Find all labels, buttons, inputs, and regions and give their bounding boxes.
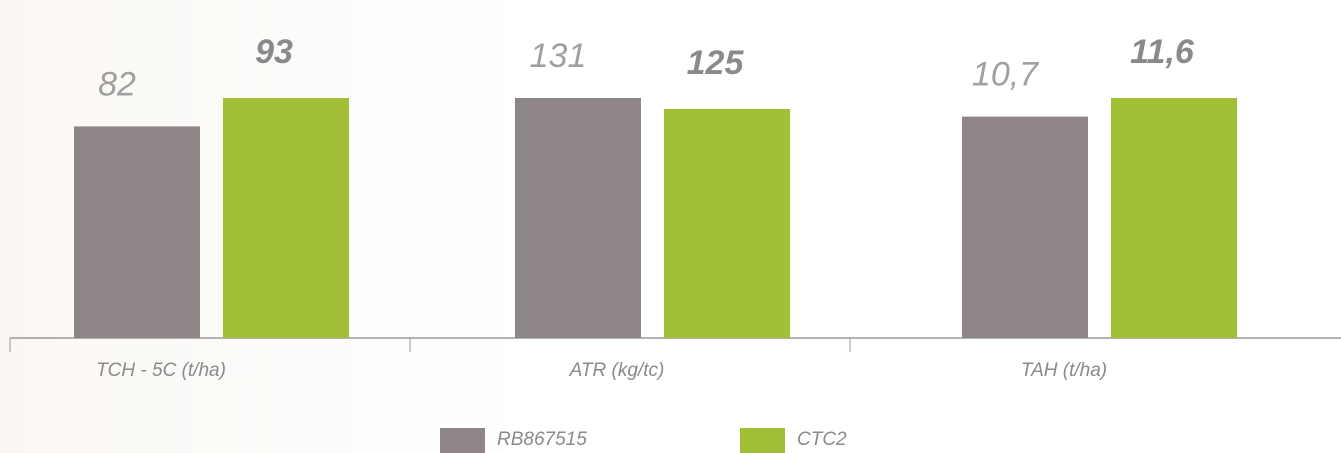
bar <box>515 98 641 338</box>
legend-label: CTC2 <box>797 429 847 450</box>
bar <box>664 108 790 338</box>
legend-swatch <box>440 428 485 453</box>
legend-swatch <box>740 428 785 453</box>
x-tick-label: TCH - 5C (t/ha) <box>96 360 226 381</box>
bar <box>1111 98 1237 338</box>
value-label: 131 <box>530 37 587 75</box>
legend-label: RB867515 <box>497 429 587 450</box>
value-label: 125 <box>687 44 745 82</box>
value-label: 10,7 <box>972 56 1039 94</box>
value-label: 82 <box>98 65 136 103</box>
bar <box>223 98 349 338</box>
bar <box>962 116 1088 338</box>
value-label: 11,6 <box>1130 33 1195 71</box>
x-tick-label: TAH (t/ha) <box>1021 360 1107 381</box>
value-label: 93 <box>255 33 293 71</box>
x-tick-label: ATR (kg/tc) <box>569 360 665 381</box>
bar <box>74 126 200 338</box>
